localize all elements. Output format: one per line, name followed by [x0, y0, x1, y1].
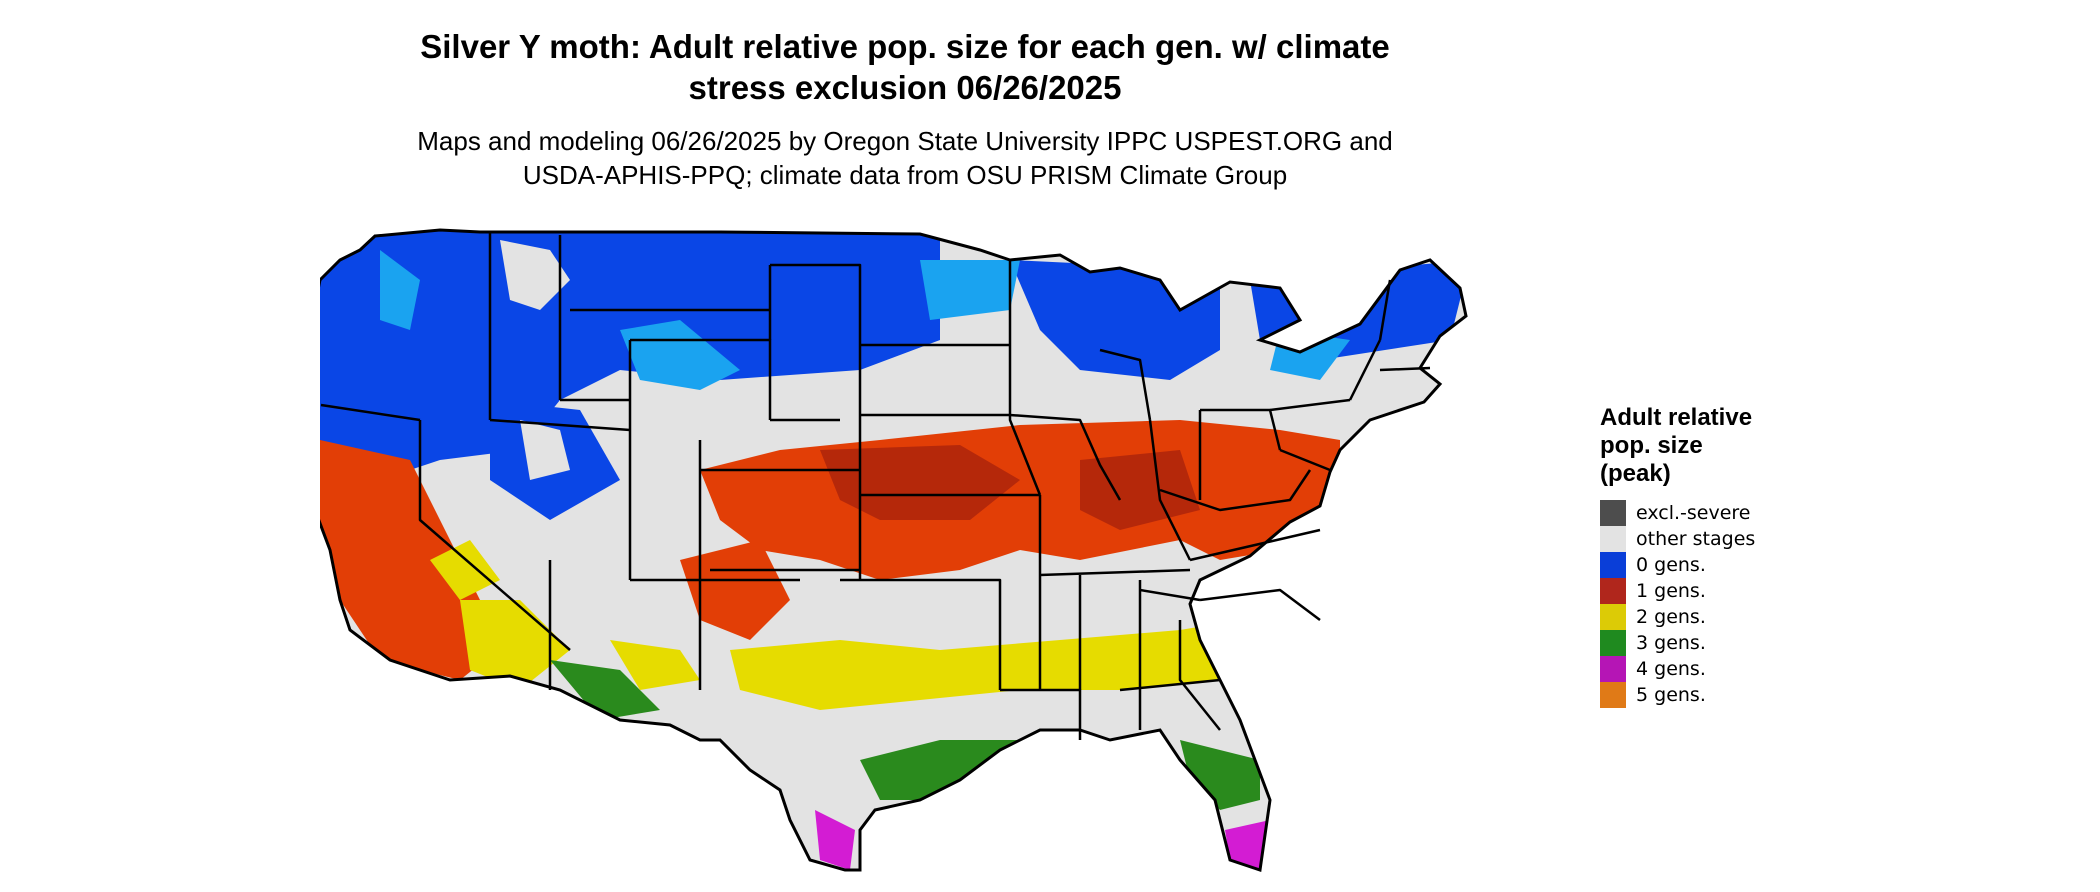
- subtitle-line-1: Maps and modeling 06/26/2025 by Oregon S…: [417, 126, 1393, 156]
- us-map: [320, 228, 1468, 872]
- legend-label: 4 gens.: [1636, 658, 1706, 680]
- legend-item: other stages: [1600, 526, 1860, 552]
- map-title: Silver Y moth: Adult relative pop. size …: [330, 26, 1480, 108]
- legend-item: excl.-severe: [1600, 500, 1860, 526]
- legend-items: excl.-severe other stages 0 gens. 1 gens. 2 …: [1600, 500, 1860, 708]
- map-subtitle: Maps and modeling 06/26/2025 by Oregon S…: [330, 124, 1480, 192]
- legend-label: 2 gens.: [1636, 606, 1706, 628]
- title-line-1: Silver Y moth: Adult relative pop. size …: [420, 28, 1390, 65]
- legend-swatch: [1600, 552, 1626, 578]
- legend-label: 1 gens.: [1636, 580, 1706, 602]
- legend-label: 5 gens.: [1636, 684, 1706, 706]
- legend-swatch: [1600, 604, 1626, 630]
- legend-label: other stages: [1636, 528, 1756, 550]
- legend-label: excl.-severe: [1636, 502, 1751, 524]
- legend-item: 1 gens.: [1600, 578, 1860, 604]
- legend-item: 0 gens.: [1600, 552, 1860, 578]
- legend-swatch: [1600, 578, 1626, 604]
- legend-title-line-3: (peak): [1600, 460, 1671, 487]
- legend-item: 3 gens.: [1600, 630, 1860, 656]
- map-legend: Adult relative pop. size (peak) excl.-se…: [1600, 404, 1860, 708]
- legend-title-line-1: Adult relative: [1600, 404, 1753, 431]
- legend-label: 0 gens.: [1636, 554, 1706, 576]
- legend-swatch: [1600, 682, 1626, 708]
- legend-title-line-2: pop. size: [1600, 432, 1703, 459]
- legend-item: 4 gens.: [1600, 656, 1860, 682]
- legend-item: 5 gens.: [1600, 682, 1860, 708]
- legend-swatch: [1600, 656, 1626, 682]
- legend-item: 2 gens.: [1600, 604, 1860, 630]
- legend-title: Adult relative pop. size (peak): [1600, 404, 1860, 488]
- legend-swatch: [1600, 500, 1626, 526]
- legend-swatch: [1600, 526, 1626, 552]
- legend-label: 3 gens.: [1636, 632, 1706, 654]
- title-line-2: stress exclusion 06/26/2025: [688, 69, 1122, 106]
- legend-swatch: [1600, 630, 1626, 656]
- subtitle-line-2: USDA-APHIS-PPQ; climate data from OSU PR…: [522, 160, 1288, 190]
